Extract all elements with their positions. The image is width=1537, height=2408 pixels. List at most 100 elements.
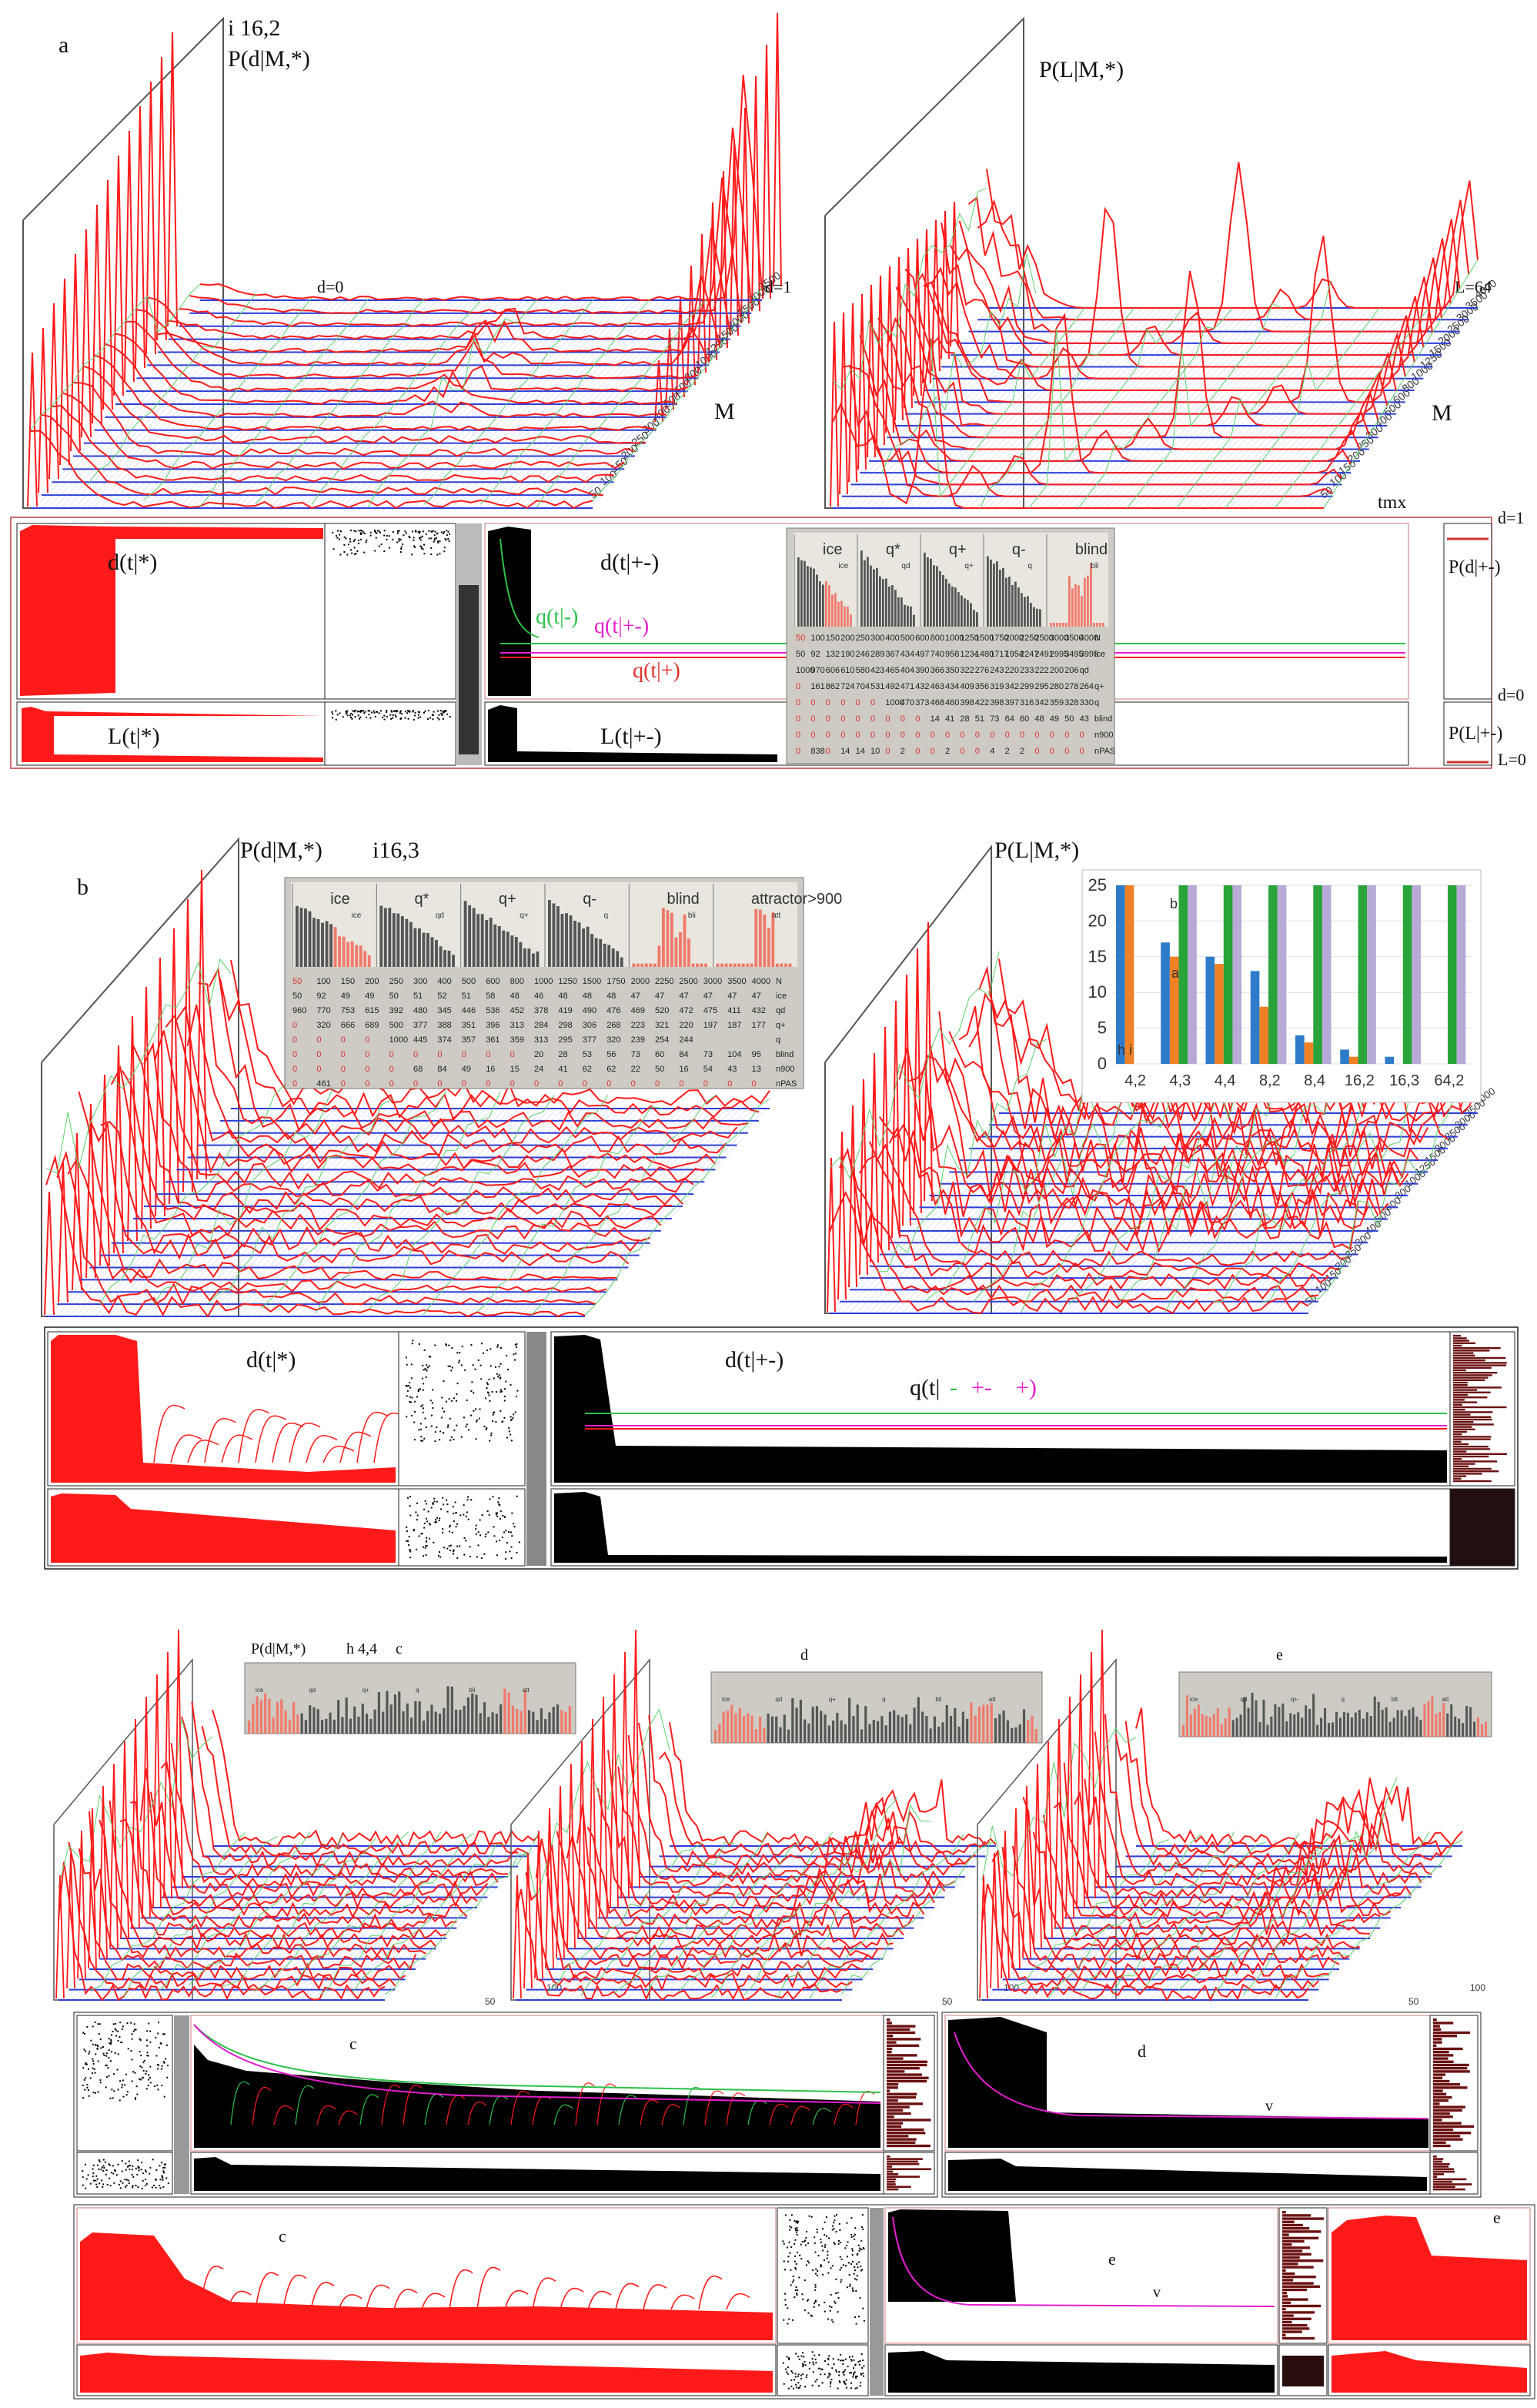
cde-hist-bar: [540, 1708, 543, 1734]
table-cell: 268: [606, 1021, 620, 1030]
scatter-point: [859, 2247, 861, 2249]
table-cell: 48: [558, 992, 567, 1001]
cde-peak: [577, 1741, 586, 1939]
scatter-point: [433, 540, 435, 543]
scatter-point: [857, 2252, 859, 2255]
scatter-point: [417, 714, 419, 716]
table-cell: 1250: [558, 977, 576, 986]
scatter-point: [361, 711, 363, 713]
hist-bar: [987, 556, 989, 627]
scatter-point: [431, 1402, 433, 1404]
cde-hist-bar: [807, 1723, 810, 1743]
cde-hist-bar: [1293, 1714, 1296, 1737]
c-spike: [510, 2090, 530, 2125]
waterfall-trace: [1124, 1721, 1452, 1856]
scatter-point: [853, 2367, 855, 2370]
hist-bar: [312, 918, 316, 967]
scatter-point: [420, 1440, 423, 1442]
cde-hist-bar: [280, 1699, 283, 1734]
scatter-point: [148, 2022, 150, 2025]
side-hist-bar: [1433, 2180, 1453, 2183]
table-cell: 295: [558, 1035, 572, 1045]
scatter-point: [115, 2035, 118, 2037]
scatter-point: [85, 2062, 87, 2064]
b-q-pm: +-: [971, 1375, 992, 1400]
scatter-point: [486, 1349, 489, 1352]
scatter-point: [434, 1440, 436, 1443]
cde-hist-bar: [443, 1707, 446, 1734]
cde-hist-bar: [438, 1714, 442, 1734]
scatter-point: [430, 554, 433, 556]
table-cell: 0: [1064, 747, 1069, 756]
e2-red-trace: [1332, 2216, 1527, 2340]
table-cell: 770: [316, 1006, 330, 1015]
hist-bar: [683, 914, 687, 967]
waterfall-trace: [1012, 1845, 1340, 1972]
table-cell: 278: [1064, 682, 1078, 691]
table-cell: 580: [856, 666, 870, 675]
scatter-point: [440, 531, 443, 533]
waterfall-trace: [186, 1004, 727, 1158]
hist-bar: [716, 963, 720, 967]
table-cell: 0: [975, 731, 980, 740]
bar-lavender-8,2: [1277, 885, 1287, 1064]
cde-hist-bar: [811, 1707, 814, 1743]
table-cell: 0: [1034, 731, 1039, 740]
cde-peak: [523, 1852, 533, 1989]
table-cell: 0: [810, 714, 815, 724]
hist-bar: [758, 909, 762, 967]
scatter-point: [417, 530, 419, 533]
table-cell: 0: [931, 747, 935, 756]
scatter-point: [373, 710, 375, 712]
cde-hist-bar: [900, 1717, 904, 1743]
scatter-point: [109, 2164, 111, 2166]
cde-hist-bar: [365, 1713, 369, 1734]
scatter-point: [85, 2063, 87, 2065]
table-cell: 536: [486, 1006, 500, 1015]
side-hist-bar: [1282, 2259, 1324, 2263]
side-hist-bar: [1433, 2168, 1455, 2171]
scatter-point: [413, 718, 415, 721]
scatter-point: [92, 2025, 94, 2028]
cde-hist-bar: [357, 1716, 360, 1734]
cde-hist-bar: [1385, 1707, 1388, 1737]
panel-a-code: i 16,2: [228, 15, 280, 41]
scatter-point: [814, 2380, 817, 2383]
cde-hist-bar: [288, 1719, 291, 1734]
hist-bar: [784, 963, 787, 967]
scatter-point: [795, 2353, 797, 2355]
table-cell: 800: [931, 634, 944, 643]
table-cell: 0: [292, 1079, 297, 1089]
scatter-point: [789, 2252, 791, 2254]
scatter-point: [396, 532, 399, 534]
scatter-point: [438, 1520, 440, 1522]
scatter-point: [830, 2306, 833, 2309]
scatter-point: [428, 537, 430, 540]
scatter-point: [114, 2052, 116, 2054]
scatter-point: [829, 2385, 831, 2387]
side-hist-bar: [887, 2115, 894, 2119]
scatter-point: [359, 717, 361, 720]
b-peak: [169, 928, 179, 1205]
scatter-point: [409, 1505, 411, 1507]
table-cell: 1480: [975, 650, 994, 659]
scatter-point: [857, 2360, 860, 2363]
table-cell: 492: [885, 682, 899, 691]
waterfall-connector: [352, 1844, 506, 1993]
scatter-point: [374, 550, 376, 552]
cde-hist-bar: [738, 1707, 741, 1743]
side-hist-bar: [1433, 2063, 1469, 2067]
scatter-point: [439, 1551, 441, 1553]
scatter-point: [360, 538, 363, 540]
hist-bar: [472, 908, 476, 967]
scatter-point: [451, 1531, 453, 1533]
scatter-point: [446, 530, 448, 532]
waterfall-connector: [1112, 1841, 1267, 1995]
waterfall-connector: [91, 1831, 246, 1991]
scatter-point: [449, 1530, 451, 1533]
b-right-peak: [880, 1026, 890, 1251]
scatter-point: [369, 710, 371, 712]
side-hist-bar: [1433, 2047, 1463, 2051]
table-cell: 320: [606, 1035, 620, 1045]
